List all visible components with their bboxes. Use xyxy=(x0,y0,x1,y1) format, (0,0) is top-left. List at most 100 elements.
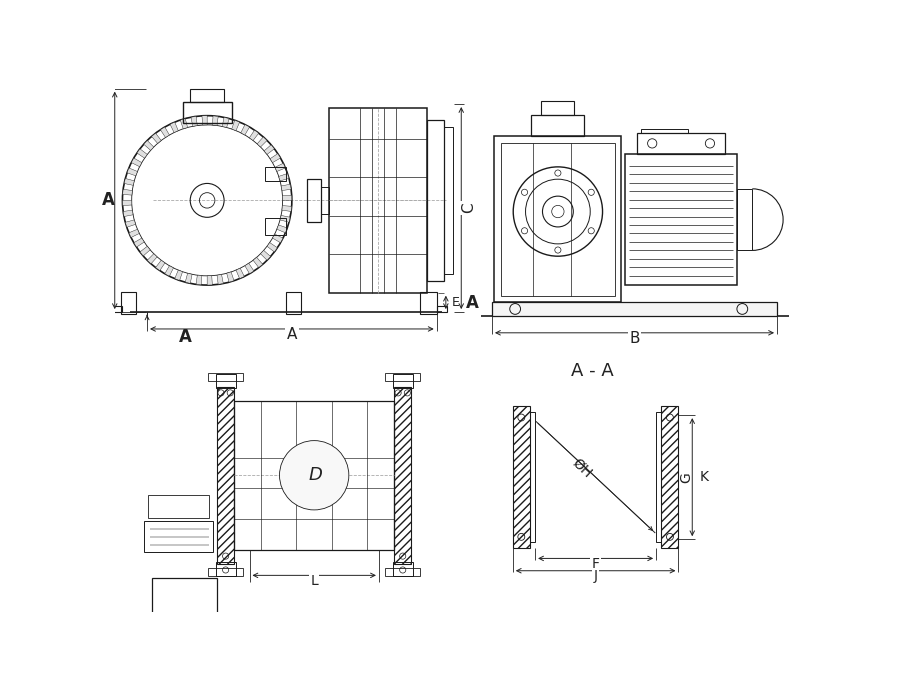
Polygon shape xyxy=(662,406,679,548)
Polygon shape xyxy=(134,238,144,247)
Polygon shape xyxy=(191,116,197,127)
Polygon shape xyxy=(144,140,154,151)
Polygon shape xyxy=(267,243,277,252)
Bar xyxy=(307,179,321,222)
Polygon shape xyxy=(165,266,174,276)
Polygon shape xyxy=(175,270,183,281)
Bar xyxy=(152,578,217,632)
Bar xyxy=(530,115,584,136)
Polygon shape xyxy=(282,206,292,211)
Polygon shape xyxy=(245,264,254,274)
Polygon shape xyxy=(151,133,161,143)
Bar xyxy=(208,373,243,380)
Bar xyxy=(494,136,621,302)
Polygon shape xyxy=(260,250,271,260)
Bar xyxy=(321,186,328,214)
Bar xyxy=(159,661,205,685)
Bar xyxy=(437,306,446,312)
Polygon shape xyxy=(207,276,212,285)
Circle shape xyxy=(280,440,349,510)
Text: A: A xyxy=(466,294,479,312)
Text: A: A xyxy=(287,327,297,342)
Bar xyxy=(656,412,662,542)
Polygon shape xyxy=(281,184,291,191)
Bar xyxy=(420,292,437,314)
Polygon shape xyxy=(264,144,274,154)
Bar xyxy=(156,630,210,663)
Polygon shape xyxy=(122,200,131,206)
Bar xyxy=(637,133,725,154)
Bar xyxy=(148,495,210,517)
Polygon shape xyxy=(129,229,140,237)
Bar xyxy=(427,120,444,281)
Polygon shape xyxy=(270,153,281,162)
Polygon shape xyxy=(156,260,165,270)
Polygon shape xyxy=(125,220,136,227)
Polygon shape xyxy=(217,275,223,284)
Polygon shape xyxy=(283,195,292,200)
Polygon shape xyxy=(231,120,239,131)
Polygon shape xyxy=(275,163,285,171)
Polygon shape xyxy=(513,406,530,548)
Polygon shape xyxy=(137,149,148,158)
Bar xyxy=(500,142,616,296)
Polygon shape xyxy=(212,116,218,125)
Text: L: L xyxy=(310,574,318,588)
Bar xyxy=(392,374,413,388)
Text: B: B xyxy=(629,331,640,345)
Bar xyxy=(492,302,777,316)
Polygon shape xyxy=(131,158,142,166)
Bar xyxy=(385,568,420,576)
Text: G: G xyxy=(680,472,693,482)
Text: K: K xyxy=(700,470,709,484)
Bar xyxy=(530,412,536,542)
Polygon shape xyxy=(253,257,263,268)
Bar xyxy=(444,127,453,274)
Bar xyxy=(328,108,427,293)
Text: ØH: ØH xyxy=(569,455,594,480)
Polygon shape xyxy=(124,178,134,185)
Bar xyxy=(113,306,122,312)
Bar xyxy=(166,684,200,688)
Text: A: A xyxy=(103,191,115,209)
Polygon shape xyxy=(222,118,230,127)
Polygon shape xyxy=(127,168,138,176)
Bar xyxy=(265,167,286,181)
Polygon shape xyxy=(123,211,133,217)
Bar xyxy=(144,522,213,552)
Polygon shape xyxy=(140,246,150,256)
Polygon shape xyxy=(257,137,267,147)
Polygon shape xyxy=(241,125,249,135)
Polygon shape xyxy=(180,118,187,129)
Bar xyxy=(234,400,394,550)
Bar xyxy=(737,189,752,250)
Polygon shape xyxy=(170,122,178,133)
Bar xyxy=(208,568,243,576)
Bar xyxy=(216,374,236,388)
Polygon shape xyxy=(279,173,289,181)
Bar xyxy=(541,101,574,115)
Polygon shape xyxy=(217,387,234,563)
Text: F: F xyxy=(591,557,599,571)
Polygon shape xyxy=(249,130,258,140)
Polygon shape xyxy=(227,272,234,282)
Polygon shape xyxy=(277,225,287,233)
Bar xyxy=(385,373,420,380)
Text: A: A xyxy=(179,327,192,345)
Bar xyxy=(190,89,224,102)
Text: E: E xyxy=(452,296,460,309)
Bar xyxy=(265,218,286,235)
Bar xyxy=(285,292,302,314)
Bar xyxy=(216,562,236,576)
Bar xyxy=(626,154,737,285)
Bar xyxy=(641,129,688,133)
Bar xyxy=(121,292,136,314)
Bar xyxy=(183,102,232,123)
Polygon shape xyxy=(273,234,283,243)
Text: D: D xyxy=(309,466,323,484)
Polygon shape xyxy=(160,127,169,138)
Polygon shape xyxy=(196,275,202,285)
Polygon shape xyxy=(394,387,411,563)
Polygon shape xyxy=(280,215,290,222)
Polygon shape xyxy=(148,254,157,264)
